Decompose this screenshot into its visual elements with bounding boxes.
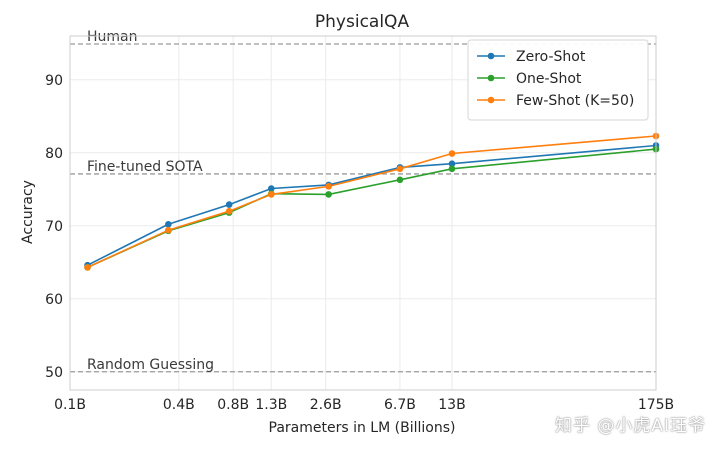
point-zero-shot-6 <box>448 160 456 168</box>
point-few-shot-k-50-6 <box>448 150 456 157</box>
point-zero-shot-2 <box>225 201 233 208</box>
x-tick-label-5: 6.7B <box>384 397 416 413</box>
point-few-shot-k-50-5 <box>396 165 404 173</box>
legend-marker-zero-shot <box>487 52 495 60</box>
point-zero-shot-3 <box>267 185 275 192</box>
legend-marker-few-shot-k-50 <box>487 96 495 104</box>
x-tick-label-0: 0.1B <box>54 397 86 413</box>
x-tick-label-1: 0.4B <box>163 397 195 413</box>
axes: 50 60 70 80 90 0.1B 0.4B 0.8B 1.3B 2.6B 6.7B 13B 175… <box>45 35 674 413</box>
y-tick-label-3: 80 <box>45 146 63 162</box>
x-axis-label: Parameters in LM (Billions) <box>269 420 456 436</box>
plot-frame <box>69 35 657 391</box>
ref-label-fine-tuned-sota: Fine-tuned SOTA <box>87 159 203 175</box>
point-one-shot-5 <box>396 176 404 184</box>
y-tick-label-4: 90 <box>45 73 63 89</box>
point-one-shot-6 <box>448 165 456 173</box>
legend-marker-one-shot <box>487 74 495 82</box>
point-zero-shot-1 <box>165 221 172 228</box>
legend-label-one-shot: One-Shot <box>516 71 582 87</box>
x-tick-label-7: 175B <box>638 397 674 413</box>
x-tick-label-2: 0.8B <box>217 397 249 413</box>
y-tick-label-0: 50 <box>45 365 63 381</box>
legend-box <box>467 39 649 121</box>
legend: Zero-Shot One-Shot Few-Shot (K=50) <box>467 39 649 121</box>
x-tick-label-3: 1.3B <box>255 397 287 413</box>
y-tick-label-1: 60 <box>45 292 63 308</box>
point-few-shot-k-50-4 <box>325 183 332 190</box>
point-few-shot-k-50-0 <box>84 264 91 271</box>
series-line-zero-shot <box>87 144 657 266</box>
series-layer <box>84 132 660 271</box>
chart-title: PhysicalQA <box>315 12 410 32</box>
ref-label-random-guessing: Random Guessing <box>87 357 214 373</box>
legend-label-zero-shot: Zero-Shot <box>516 49 586 65</box>
point-few-shot-k-50-3 <box>267 191 275 198</box>
point-few-shot-k-50-1 <box>165 226 172 234</box>
point-one-shot-4 <box>325 191 332 198</box>
watermark: 知乎 @小虎AI珏爷 <box>554 416 706 436</box>
point-few-shot-k-50-2 <box>225 207 233 215</box>
y-axis-label: Accuracy <box>20 180 36 244</box>
y-tick-label-2: 70 <box>45 219 63 235</box>
legend-label-few-shot-k-50: Few-Shot (K=50) <box>516 93 634 109</box>
x-tick-label-6: 13B <box>438 397 465 413</box>
series-line-few-shot-k-50 <box>87 135 657 269</box>
ref-label-human: Human <box>87 29 138 45</box>
x-tick-label-4: 2.6B <box>310 397 342 413</box>
